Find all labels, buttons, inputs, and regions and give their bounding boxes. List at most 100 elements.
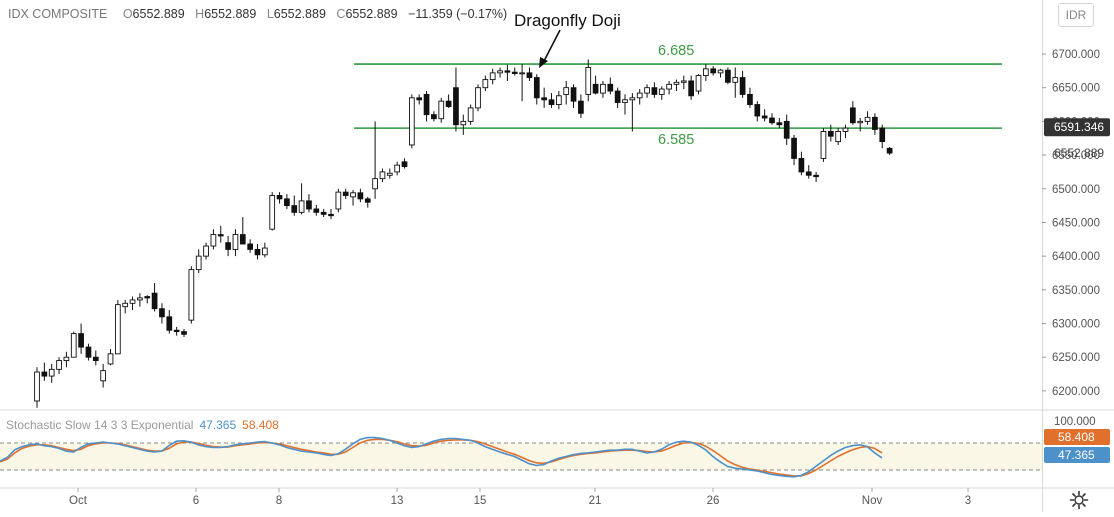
x-tick-label: 26: [707, 495, 720, 507]
candle-body: [563, 87, 570, 95]
candle: [658, 86, 665, 100]
candle: [703, 64, 709, 81]
candle: [622, 94, 628, 115]
stochastic-d-value: 58.408: [242, 418, 279, 432]
stochastic-axis-label: 100.000: [1054, 416, 1096, 428]
stochastic-line: [0, 438, 883, 477]
candle-body: [460, 120, 467, 126]
candle-body: [556, 95, 562, 105]
candle: [541, 87, 548, 108]
candle-body: [232, 234, 239, 250]
candle: [629, 93, 636, 132]
candle: [857, 118, 864, 132]
candle: [41, 362, 48, 381]
candle: [78, 323, 84, 354]
candle: [497, 67, 503, 78]
candle-body: [614, 90, 621, 103]
candle: [783, 114, 790, 145]
candle: [423, 91, 430, 122]
candle: [710, 66, 717, 76]
candle-body: [783, 120, 790, 139]
candle-body: [386, 172, 393, 176]
upper-level-label: 6.685: [658, 43, 694, 59]
candle-body: [732, 77, 739, 83]
candle-body: [313, 208, 320, 213]
candle: [276, 192, 283, 204]
candle-body: [813, 174, 819, 178]
candle: [239, 217, 246, 245]
candle-body: [203, 245, 209, 257]
candle: [776, 118, 783, 129]
candle-body: [578, 100, 584, 114]
candle-body: [725, 69, 731, 83]
y-tick-label: 6300.000: [1052, 319, 1100, 331]
candle-body: [497, 70, 503, 74]
candle-body: [526, 72, 533, 79]
candle-body: [357, 192, 364, 200]
candle-body: [416, 97, 423, 101]
candle: [328, 208, 334, 220]
candle-body: [284, 198, 290, 207]
y-tick-label: 6200.000: [1052, 386, 1100, 398]
candle: [607, 77, 614, 95]
candle: [475, 84, 481, 112]
candle-body: [254, 248, 261, 256]
candle-body: [607, 83, 614, 92]
change-value: −11.359 (−0.17%): [408, 7, 508, 21]
x-tick-label: Oct: [69, 495, 88, 507]
candle: [879, 124, 886, 149]
annotation-arrow: [542, 29, 561, 64]
candle: [386, 168, 393, 179]
y-tick-label: 6450.000: [1052, 217, 1100, 229]
candle: [600, 80, 606, 98]
candle-body: [489, 72, 496, 81]
last-price-label: 6552.889: [1054, 146, 1104, 160]
candle-body: [850, 107, 856, 124]
candle-body: [798, 157, 805, 173]
candle: [247, 239, 254, 253]
stochastic-title: Stochastic Slow 14 3 3 Exponential: [6, 418, 194, 432]
candle-body: [658, 88, 665, 95]
candle: [725, 67, 731, 85]
candle-body: [739, 77, 746, 95]
candle-body: [122, 302, 129, 308]
candle: [350, 190, 356, 206]
close-value: 6552.889: [345, 7, 398, 21]
candle-body: [791, 137, 797, 159]
candle-body: [879, 127, 886, 143]
candle: [379, 168, 386, 183]
candle: [401, 158, 408, 169]
candle-body: [570, 87, 577, 102]
candle-body: [56, 360, 62, 370]
candle-body: [769, 117, 775, 124]
stochastic-value-tag: [1044, 429, 1110, 445]
candle: [570, 84, 577, 108]
candle: [34, 367, 40, 408]
x-tick-label: 6: [193, 495, 199, 507]
candle-body: [342, 191, 349, 196]
y-tick-label: 6500.000: [1052, 184, 1100, 196]
candle-body: [262, 247, 268, 256]
candle: [173, 326, 180, 336]
candle: [269, 192, 276, 231]
candle-body: [100, 370, 107, 382]
candle-body: [504, 70, 511, 73]
currency-button[interactable]: IDR: [1058, 3, 1094, 27]
candle: [63, 351, 70, 368]
candle: [114, 299, 121, 355]
candle: [364, 196, 371, 208]
candle-body: [335, 191, 342, 210]
candle-body: [379, 171, 386, 180]
candle-body: [166, 316, 173, 331]
candle: [107, 349, 114, 366]
annotation-arrowhead: [539, 57, 548, 68]
candle: [511, 67, 518, 76]
candle: [56, 357, 62, 375]
candle: [732, 67, 739, 98]
candle-body: [703, 68, 709, 77]
gear-icon[interactable]: [1069, 490, 1089, 510]
candle: [526, 67, 533, 81]
candle: [188, 266, 195, 324]
candle-body: [857, 120, 864, 124]
